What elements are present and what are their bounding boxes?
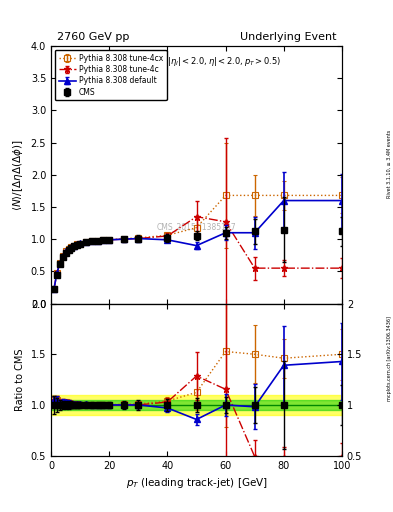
Text: 2760 GeV pp: 2760 GeV pp bbox=[57, 32, 129, 42]
Text: CMS_2015_I1385107: CMS_2015_I1385107 bbox=[157, 222, 236, 231]
Y-axis label: Ratio to CMS: Ratio to CMS bbox=[15, 348, 25, 411]
Legend: Pythia 8.308 tune-4cx, Pythia 8.308 tune-4c, Pythia 8.308 default, CMS: Pythia 8.308 tune-4cx, Pythia 8.308 tune… bbox=[55, 50, 167, 100]
Text: Rivet 3.1.10, ≥ 3.4M events: Rivet 3.1.10, ≥ 3.4M events bbox=[387, 130, 392, 198]
X-axis label: $p_T$ (leading track-jet) [GeV]: $p_T$ (leading track-jet) [GeV] bbox=[125, 476, 268, 490]
Bar bbox=[51, 400, 342, 410]
Text: Underlying Event: Underlying Event bbox=[240, 32, 336, 42]
Text: mcplots.cern.ch [arXiv:1306.3436]: mcplots.cern.ch [arXiv:1306.3436] bbox=[387, 316, 392, 401]
Y-axis label: $\langle N\rangle/[\Delta\eta\Delta(\Delta\phi)]$: $\langle N\rangle/[\Delta\eta\Delta(\Del… bbox=[11, 139, 25, 210]
Text: $\langle N_{ch}\rangle$ vs $p_T^{lead}(|\eta_l|<2.0, \eta|<2.0, p_T>0.5)$: $\langle N_{ch}\rangle$ vs $p_T^{lead}(|… bbox=[111, 54, 282, 69]
Bar bbox=[51, 395, 342, 415]
